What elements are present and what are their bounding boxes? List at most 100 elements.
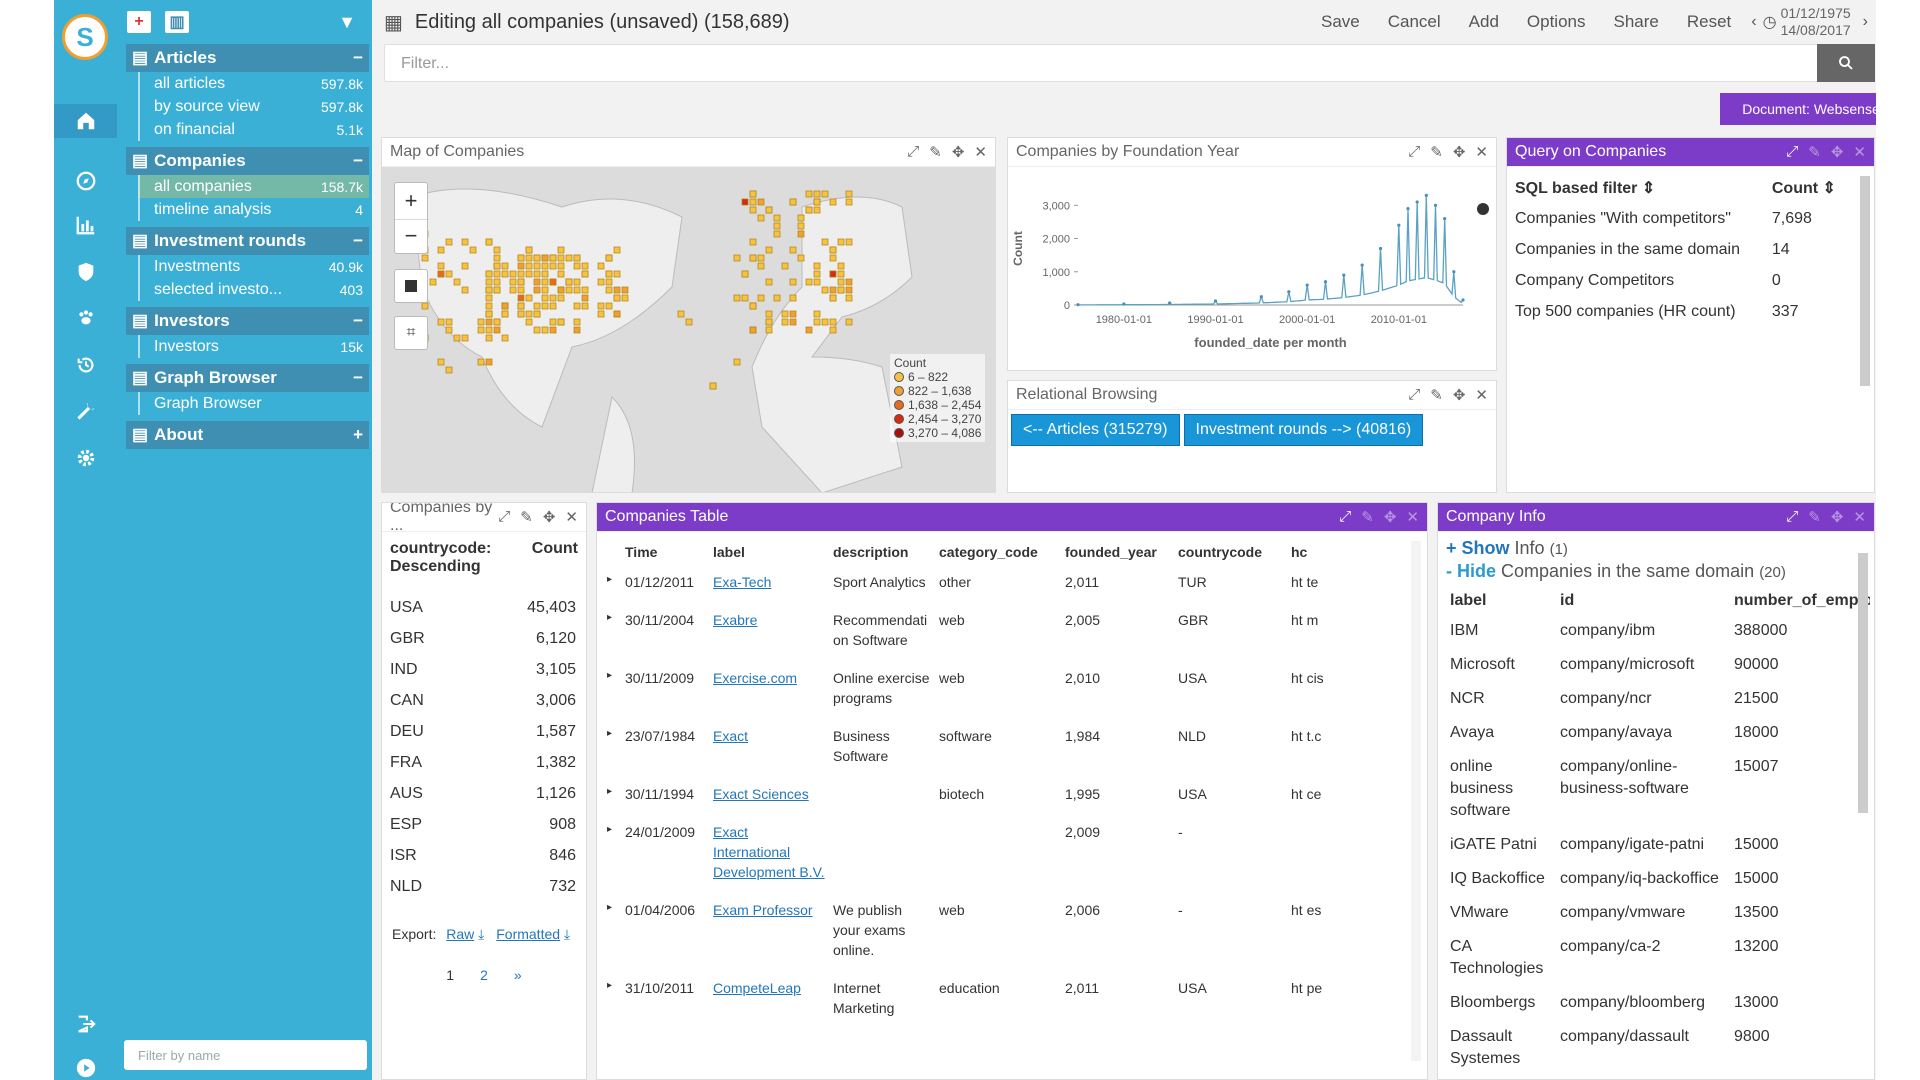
bar-chart-icon[interactable] [54, 208, 117, 242]
play-icon[interactable] [54, 1051, 117, 1080]
move-icon[interactable]: ✥ [542, 509, 556, 526]
map-cell[interactable] [749, 206, 757, 214]
col-countrycode[interactable]: countrycode: Descending [390, 540, 492, 575]
map-cell[interactable] [549, 254, 557, 262]
map-cell[interactable] [501, 270, 509, 278]
expand-row-icon[interactable]: ▸ [607, 574, 613, 585]
map-cell[interactable] [805, 326, 813, 334]
sidebar-item[interactable]: all articles 597.8k [138, 72, 369, 95]
map-cell[interactable] [549, 262, 557, 270]
map-cell[interactable] [765, 318, 773, 326]
map-cell[interactable] [581, 286, 589, 294]
map-cell[interactable] [461, 238, 469, 246]
map-cell[interactable] [845, 318, 853, 326]
map-cell[interactable] [821, 286, 829, 294]
sidebar-section[interactable]: ▤ Investors − [126, 307, 369, 335]
data-point[interactable] [1360, 263, 1364, 267]
map-cell[interactable] [829, 270, 837, 278]
map-cell[interactable] [525, 310, 533, 318]
time-range[interactable]: 01/12/1975 14/08/2017 [1781, 5, 1851, 39]
action-reset-button[interactable]: Reset [1686, 12, 1732, 31]
map-cell[interactable] [829, 318, 837, 326]
map-cell[interactable] [813, 198, 821, 206]
map-cell[interactable] [613, 286, 621, 294]
expand-icon[interactable]: ⤢ [1786, 508, 1799, 525]
map-cell[interactable] [557, 294, 565, 302]
table-row[interactable]: ▸ 01/12/2011 Exa-Tech Sport Analytics other 2… [601, 568, 1391, 606]
map-cell[interactable] [797, 222, 805, 230]
filter-input[interactable]: Filter... [384, 44, 1828, 82]
map-cell[interactable] [773, 294, 781, 302]
map-cell[interactable] [757, 198, 765, 206]
companies-map[interactable] [382, 167, 996, 493]
map-cell[interactable] [709, 382, 717, 390]
close-icon[interactable]: ✕ [1853, 509, 1866, 526]
map-cell[interactable] [741, 270, 749, 278]
map-cell[interactable] [509, 286, 517, 294]
map-cell[interactable] [485, 294, 493, 302]
map-cell[interactable] [485, 326, 493, 334]
hide-domain-row[interactable]: - Hide Companies in the same domain (20) [1438, 559, 1874, 582]
edit-icon[interactable]: ✎ [929, 144, 942, 161]
map-cell[interactable] [461, 334, 469, 342]
expand-icon[interactable]: ⤢ [1408, 386, 1421, 403]
gear-icon[interactable] [54, 441, 117, 475]
action-add-button[interactable]: Add [1468, 12, 1499, 31]
data-point[interactable] [1443, 216, 1447, 221]
table-row[interactable]: Dassault Systemes company/dassault 9800 [1450, 1022, 1870, 1078]
map-cell[interactable] [605, 278, 613, 286]
crop-button[interactable]: ⌗ [394, 316, 428, 350]
map-cell[interactable] [541, 294, 549, 302]
map-cell[interactable] [597, 302, 605, 310]
map-cell[interactable] [821, 318, 829, 326]
map-cell[interactable] [573, 318, 581, 326]
map-cell[interactable] [805, 278, 813, 286]
table-row[interactable]: CA Technologies company/ca-2 13200 [1450, 932, 1870, 988]
close-icon[interactable]: ✕ [1475, 144, 1488, 161]
map-cell[interactable] [813, 206, 821, 214]
collapse-toggle[interactable]: − [353, 368, 363, 387]
map-cell[interactable] [493, 262, 501, 270]
close-icon[interactable]: ✕ [1406, 509, 1419, 526]
map-cell[interactable] [493, 254, 501, 262]
map-cell[interactable] [525, 318, 533, 326]
map-cell[interactable] [493, 270, 501, 278]
map-cell[interactable] [805, 206, 813, 214]
map-cell[interactable] [797, 230, 805, 238]
action-save-button[interactable]: Save [1320, 12, 1360, 31]
map-cell[interactable] [541, 254, 549, 262]
map-cell[interactable] [525, 294, 533, 302]
map-cell[interactable] [509, 270, 517, 278]
map-cell[interactable] [517, 286, 525, 294]
sidebar-section[interactable]: ▤ About + [126, 421, 369, 449]
map-cell[interactable] [533, 254, 541, 262]
map-cell[interactable] [565, 278, 573, 286]
chart-close-icon[interactable] [1477, 203, 1489, 215]
map-cell[interactable] [845, 198, 853, 206]
table-row[interactable]: VMware company/vmware 13500 [1450, 898, 1870, 932]
map-cell[interactable] [541, 286, 549, 294]
map-cell[interactable] [821, 238, 829, 246]
map-cell[interactable] [829, 286, 837, 294]
sidebar-section[interactable]: ▤ Investment rounds − [126, 227, 369, 255]
map-cell[interactable] [757, 254, 765, 262]
map-cell[interactable] [749, 254, 757, 262]
table-row[interactable]: ▸ 24/01/2009 Exact International Developme… [601, 818, 1391, 896]
map-cell[interactable] [485, 238, 493, 246]
map-cell[interactable] [845, 190, 853, 198]
map-cell[interactable] [789, 246, 797, 254]
map-cell[interactable] [605, 286, 613, 294]
expand-row-icon[interactable]: ▸ [607, 612, 613, 623]
map-cell[interactable] [445, 366, 453, 374]
map-cell[interactable] [605, 254, 613, 262]
map-cell[interactable] [605, 302, 613, 310]
move-icon[interactable]: ✥ [1452, 144, 1466, 161]
map-cell[interactable] [573, 262, 581, 270]
map-cell[interactable] [773, 230, 781, 238]
map-cell[interactable] [597, 310, 605, 318]
data-point[interactable] [1213, 299, 1218, 303]
map-cell[interactable] [813, 310, 821, 318]
map-cell[interactable] [685, 318, 693, 326]
expand-icon[interactable]: ⤢ [498, 508, 511, 525]
expand-row-icon[interactable]: ▸ [607, 786, 613, 797]
